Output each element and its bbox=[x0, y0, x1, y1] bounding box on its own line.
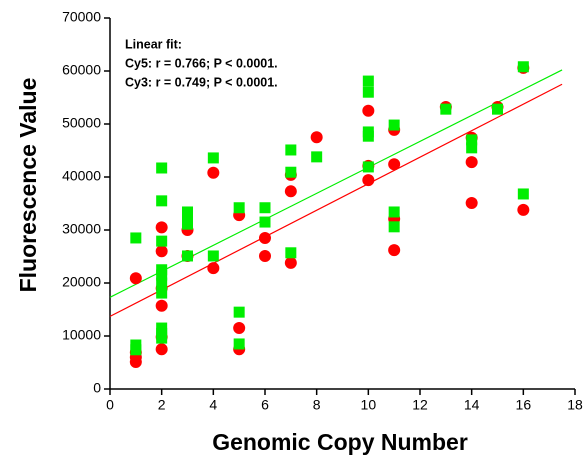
point bbox=[259, 216, 271, 228]
point bbox=[182, 206, 193, 218]
point bbox=[155, 299, 168, 312]
x-tick-label: 8 bbox=[313, 397, 321, 413]
point bbox=[207, 262, 220, 275]
point bbox=[440, 103, 452, 115]
point bbox=[156, 162, 168, 174]
point bbox=[362, 86, 374, 98]
point bbox=[156, 235, 168, 247]
point bbox=[311, 151, 323, 163]
point bbox=[156, 287, 168, 299]
y-tick-label: 60000 bbox=[62, 62, 101, 78]
point bbox=[285, 247, 297, 259]
x-tick-label: 2 bbox=[158, 397, 166, 413]
point bbox=[130, 344, 142, 356]
x-tick-label: 0 bbox=[106, 397, 114, 413]
point bbox=[233, 202, 245, 214]
annotation: Cy3: r = 0.749; P < 0.0001. bbox=[125, 75, 278, 89]
point bbox=[388, 119, 400, 131]
annotation: Cy5: r = 0.766; P < 0.0001. bbox=[125, 56, 278, 70]
point bbox=[182, 218, 193, 230]
point bbox=[233, 322, 246, 335]
point bbox=[285, 166, 297, 178]
x-tick-label: 6 bbox=[261, 397, 269, 413]
point bbox=[388, 221, 400, 233]
point bbox=[259, 202, 271, 214]
point bbox=[156, 195, 168, 207]
x-tick-label: 16 bbox=[516, 397, 532, 413]
y-tick-label: 20000 bbox=[62, 274, 101, 290]
point bbox=[259, 249, 271, 262]
point bbox=[155, 245, 168, 258]
point bbox=[129, 355, 142, 368]
point bbox=[492, 103, 503, 115]
x-axis-title: Genomic Copy Number bbox=[212, 429, 468, 455]
point bbox=[285, 144, 297, 156]
point bbox=[129, 272, 142, 285]
point bbox=[156, 277, 168, 289]
point bbox=[207, 166, 220, 179]
point bbox=[466, 142, 478, 154]
point bbox=[362, 161, 374, 173]
x-tick-label: 14 bbox=[464, 397, 480, 413]
point bbox=[517, 188, 529, 200]
point bbox=[155, 343, 168, 356]
point bbox=[259, 231, 271, 244]
point bbox=[156, 332, 168, 344]
x-tick-label: 18 bbox=[567, 397, 583, 413]
y-tick-label: 70000 bbox=[62, 9, 101, 25]
point bbox=[362, 174, 375, 187]
y-tick-label: 10000 bbox=[62, 327, 101, 343]
point bbox=[388, 158, 401, 171]
point bbox=[284, 185, 297, 198]
point bbox=[362, 75, 374, 87]
point bbox=[388, 206, 400, 218]
point bbox=[466, 134, 478, 146]
x-tick-label: 10 bbox=[361, 397, 377, 413]
point bbox=[207, 152, 219, 164]
point bbox=[207, 250, 219, 262]
fit-line bbox=[109, 83, 563, 317]
point bbox=[155, 221, 168, 234]
point bbox=[517, 203, 530, 216]
point bbox=[517, 61, 529, 73]
point bbox=[465, 156, 478, 169]
point bbox=[388, 244, 401, 257]
point bbox=[233, 306, 245, 318]
y-axis-title: Fluorescence Value bbox=[15, 78, 41, 293]
x-tick-label: 12 bbox=[412, 397, 428, 413]
point bbox=[156, 269, 168, 281]
y-tick-label: 30000 bbox=[62, 221, 101, 237]
point bbox=[130, 232, 142, 244]
point bbox=[465, 196, 478, 209]
point bbox=[362, 130, 374, 142]
point bbox=[362, 104, 375, 117]
y-tick-label: 50000 bbox=[62, 115, 101, 131]
point bbox=[182, 250, 193, 262]
point bbox=[284, 256, 297, 269]
y-tick-label: 40000 bbox=[62, 168, 101, 184]
y-tick-label: 0 bbox=[93, 380, 101, 396]
point bbox=[233, 338, 245, 350]
annotation: Linear fit: bbox=[125, 37, 182, 51]
point bbox=[310, 131, 323, 144]
x-tick-label: 4 bbox=[209, 397, 217, 413]
